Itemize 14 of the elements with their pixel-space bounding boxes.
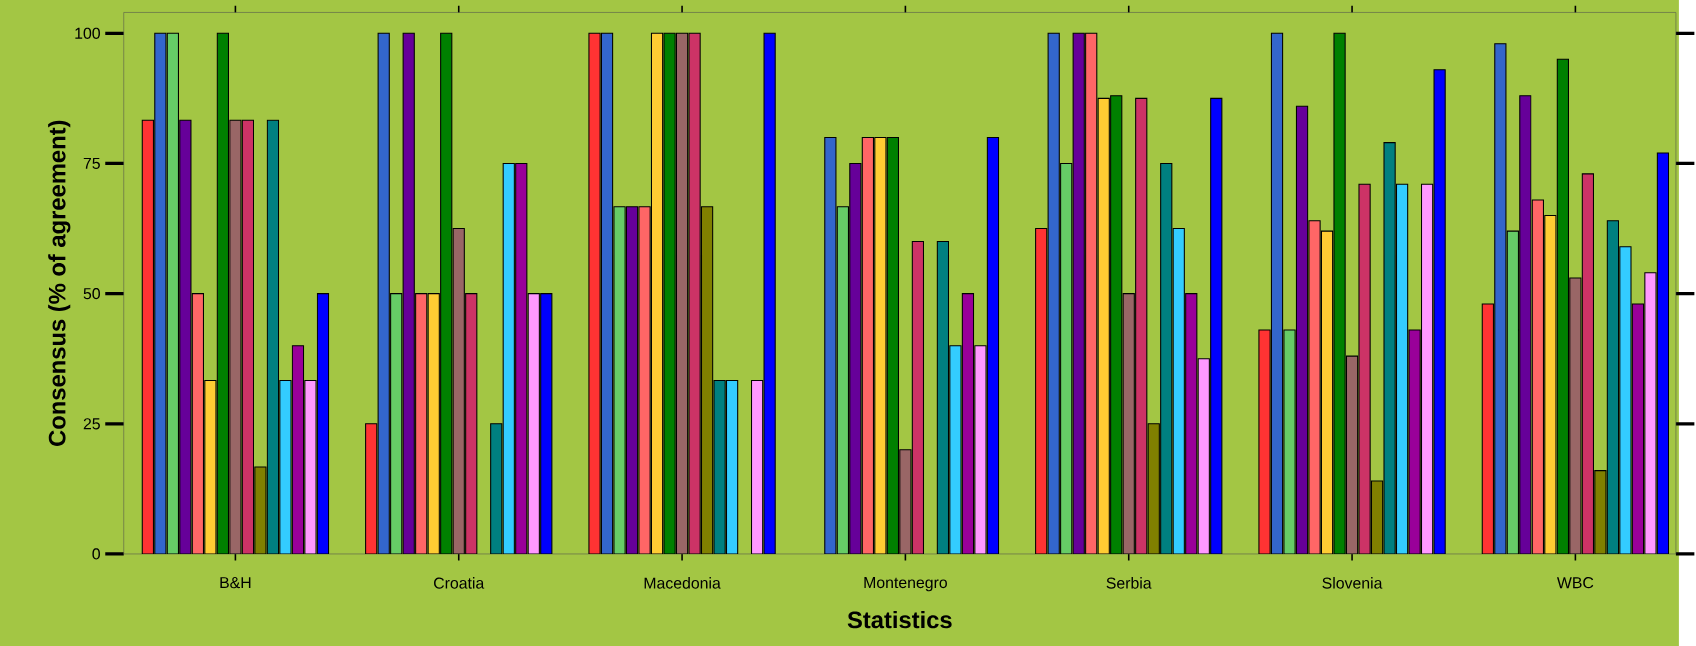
y-tick-label: 100 <box>75 27 100 39</box>
y-axis-title: Consensus (% of agreement) <box>48 120 71 446</box>
x-tick-label: Serbia <box>1106 576 1152 589</box>
y-tick-label: 75 <box>83 157 100 169</box>
y-tick-label: 50 <box>83 287 100 300</box>
x-tick-label: Slovenia <box>1322 576 1383 589</box>
x-tick-label: B&H <box>220 576 251 588</box>
x-tick-label: Montenegro <box>864 576 947 592</box>
x-tick-label: Croatia <box>434 576 485 589</box>
x-tick-label: WBC <box>1556 576 1594 589</box>
x-tick-label: Macedonia <box>644 576 721 589</box>
y-tick-label: 25 <box>83 417 100 430</box>
x-axis-title: Statistics <box>847 610 952 629</box>
y-tick-label: 0 <box>92 548 100 560</box>
